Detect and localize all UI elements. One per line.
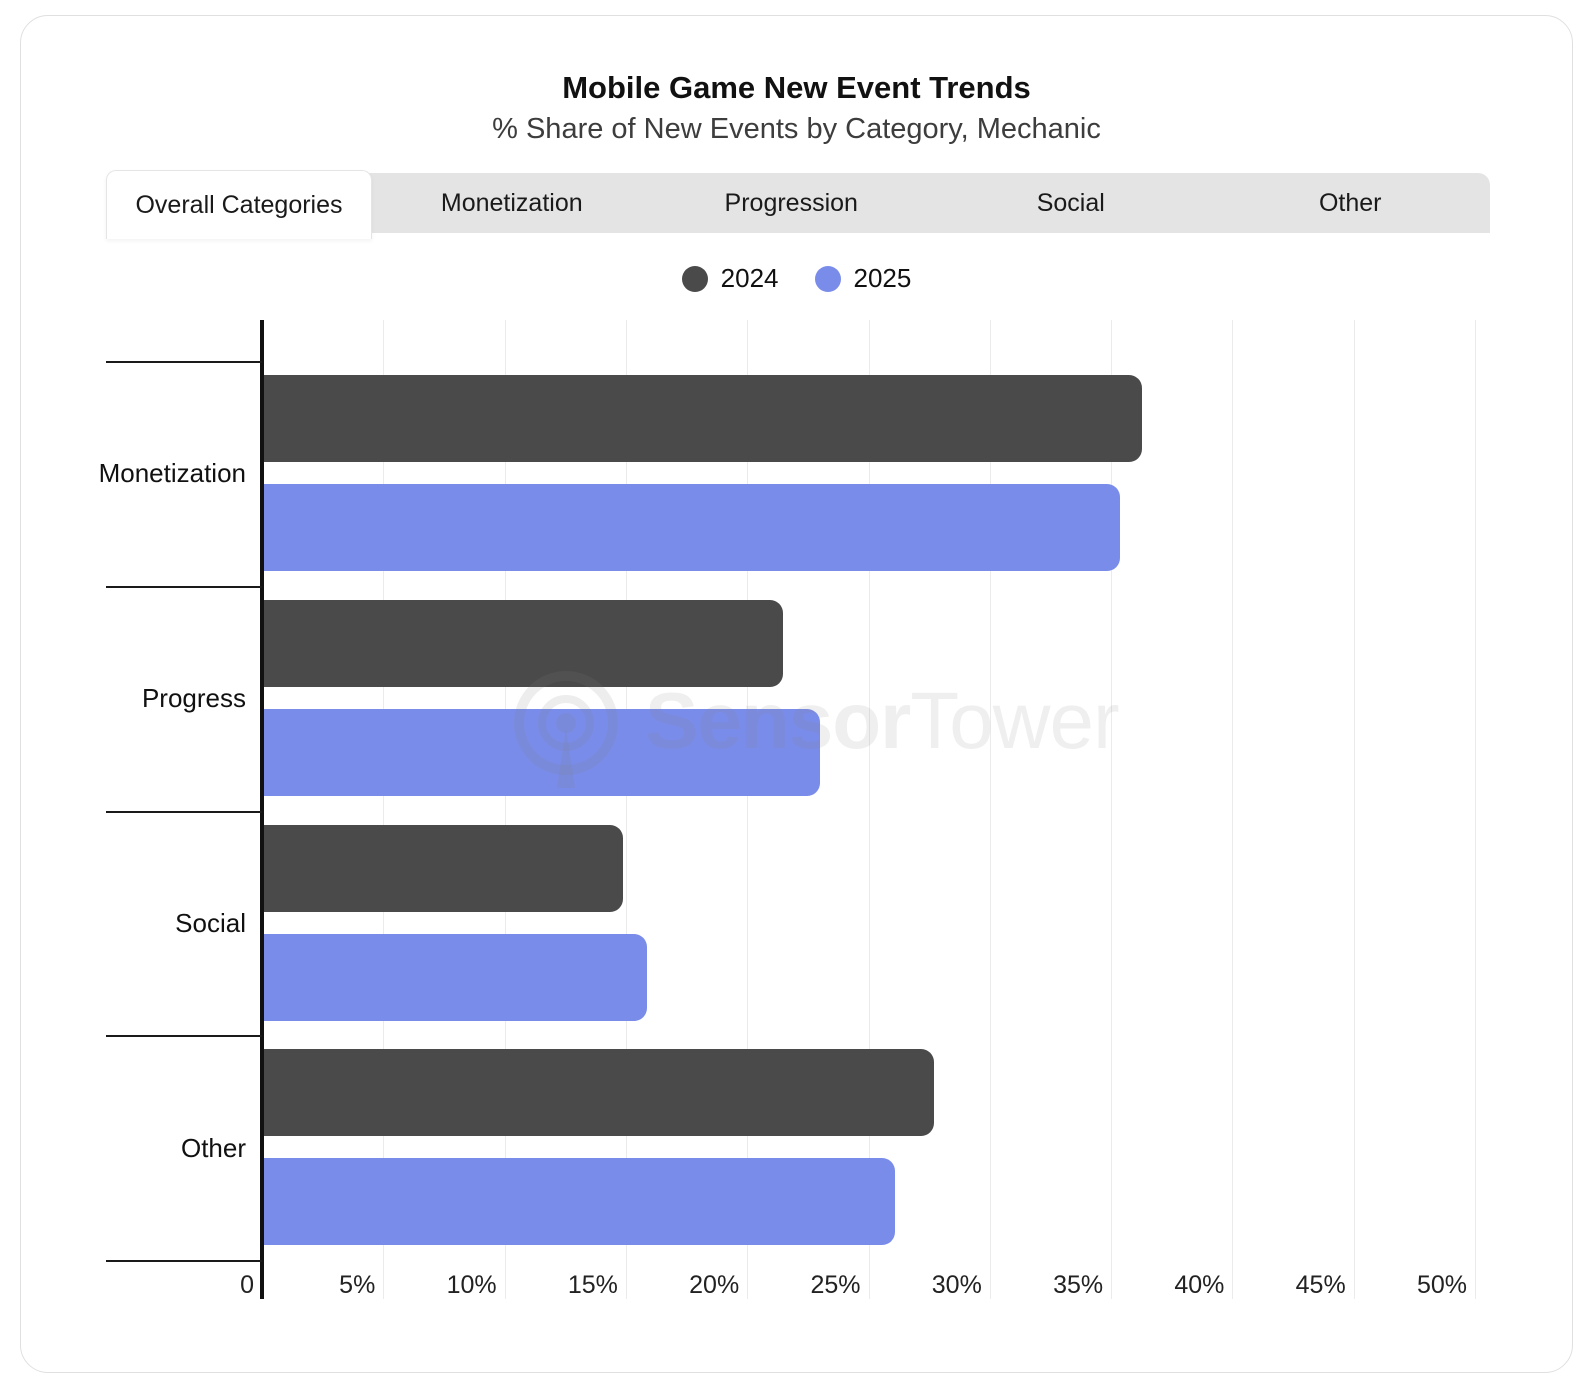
- legend-label-2025: 2025: [853, 263, 912, 293]
- tab-overall-categories[interactable]: Overall Categories: [106, 170, 372, 239]
- plot-area: Monetization Progress Social Other 0 5% 10% 15%…: [21, 16, 1572, 1372]
- x-tick-label-5: 5%: [339, 1271, 376, 1299]
- category-boundary-line: [106, 585, 262, 588]
- tab-social[interactable]: Social: [1036, 188, 1105, 217]
- category-label-other: Other: [180, 1132, 246, 1163]
- bar-2025-social[interactable]: [264, 933, 648, 1021]
- x-tick-label-0: 0: [240, 1271, 254, 1299]
- gridline-45pct: [1353, 320, 1355, 1299]
- x-tick-label-50: 50%: [1416, 1271, 1467, 1299]
- bar-2025-progress[interactable]: [264, 708, 820, 796]
- legend-swatch-2024-icon: [681, 265, 708, 292]
- chart-card: Mobile Game New Event Trends % Share of …: [20, 15, 1573, 1373]
- x-tick-label-30: 30%: [931, 1271, 982, 1299]
- legend-swatch-2025-icon: [814, 265, 841, 292]
- gridline-40pct: [1232, 320, 1234, 1299]
- tab-other[interactable]: Other: [1318, 188, 1382, 217]
- gridline-50pct: [1475, 320, 1476, 1299]
- chart-legend: 2024 2025: [21, 263, 1572, 294]
- x-tick-label-15: 15%: [567, 1271, 618, 1299]
- x-tick-label-20: 20%: [689, 1271, 740, 1299]
- chart-subtitle: % Share of New Events by Category, Mecha…: [492, 113, 1101, 145]
- gridline-30pct: [989, 320, 991, 1299]
- legend-item-2025[interactable]: 2025: [814, 263, 912, 294]
- x-tick-label-10: 10%: [446, 1271, 497, 1299]
- category-boundary-line: [106, 1260, 262, 1262]
- bar-2024-other[interactable]: [264, 1049, 934, 1137]
- bar-2025-other[interactable]: [264, 1158, 895, 1246]
- tab-progression[interactable]: Progression: [724, 188, 858, 217]
- gridline-20pct: [747, 320, 749, 1299]
- tab-monetization[interactable]: Monetization: [440, 188, 583, 217]
- x-tick-label-35: 35%: [1053, 1271, 1104, 1299]
- x-tick-label-40: 40%: [1174, 1271, 1225, 1299]
- y-axis-line: [260, 320, 264, 1299]
- bar-2024-monetization[interactable]: [264, 375, 1143, 462]
- bar-2025-monetization[interactable]: [264, 484, 1121, 571]
- category-tab-bar: Overall Categories Monetization Progress…: [106, 170, 1490, 239]
- category-boundary-line: [106, 1035, 262, 1038]
- category-boundary-line: [106, 361, 262, 363]
- chart-title: Mobile Game New Event Trends: [562, 70, 1031, 105]
- bar-2024-progress[interactable]: [264, 599, 784, 687]
- gridline-35pct: [1111, 320, 1113, 1299]
- x-tick-label-25: 25%: [810, 1271, 861, 1299]
- bar-2024-social[interactable]: [264, 824, 624, 912]
- gridline-5pct: [383, 320, 385, 1299]
- legend-item-2024[interactable]: 2024: [681, 263, 779, 294]
- gridline-25pct: [868, 320, 870, 1299]
- category-label-social: Social: [175, 907, 246, 938]
- legend-label-2024: 2024: [720, 263, 779, 293]
- category-label-progress: Progress: [141, 683, 246, 714]
- gridline-10pct: [504, 320, 506, 1299]
- x-tick-label-45: 45%: [1295, 1271, 1346, 1299]
- category-boundary-line: [106, 810, 262, 813]
- category-label-monetization: Monetization: [98, 458, 246, 489]
- gridline-15pct: [625, 320, 627, 1299]
